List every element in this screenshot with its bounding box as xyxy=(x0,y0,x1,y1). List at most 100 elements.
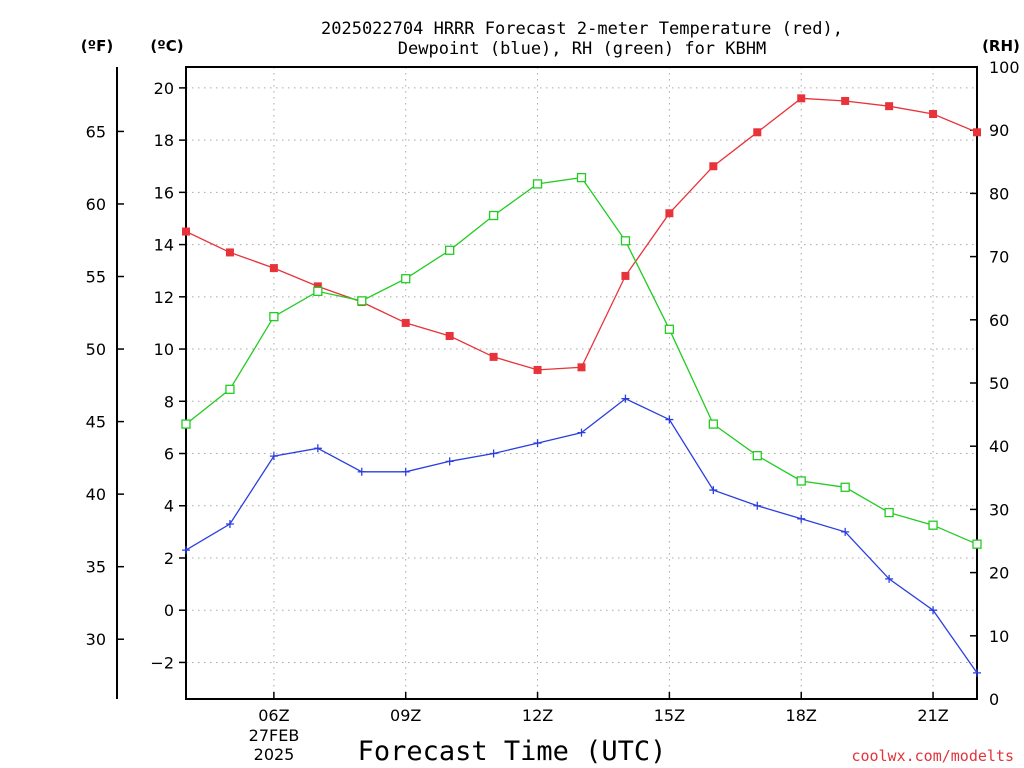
rh_pct-line xyxy=(185,176,978,545)
dewpoint_c-point xyxy=(753,501,762,510)
time-tick-label: 12Z xyxy=(522,706,553,725)
rh_pct-point xyxy=(357,296,367,306)
temperature_c-point xyxy=(445,331,454,340)
series-layer xyxy=(181,94,982,677)
dewpoint_c-point xyxy=(621,394,630,403)
rh_pct-point xyxy=(708,419,718,429)
fahrenheit-tick-label: 40 xyxy=(86,485,106,504)
rh_pct-point xyxy=(884,507,894,518)
temperature_c-point xyxy=(269,264,278,273)
dewpoint_c-point xyxy=(401,467,410,476)
rh_pct-point xyxy=(269,311,279,322)
rh_pct-point xyxy=(752,451,762,461)
celsius-tick-label: 10 xyxy=(154,340,174,359)
temperature_c-point xyxy=(621,271,630,280)
temperature_c-point xyxy=(709,162,718,171)
temperature_c-point xyxy=(182,227,190,236)
celsius-ticks: −2 0 2 4 6 8 10 12 14 16 18 20 xyxy=(150,79,186,672)
time-tick-label: 15Z xyxy=(654,706,685,725)
fahrenheit-tick-label: 55 xyxy=(86,268,106,287)
temperature_c-point xyxy=(489,352,498,361)
rh_pct-point xyxy=(796,476,806,486)
rh_pct-point xyxy=(972,539,982,549)
rh_pct-point xyxy=(401,274,411,284)
rh_pct-point xyxy=(532,179,543,189)
rh_pct-point xyxy=(181,419,191,429)
fahrenheit-tick-label: 60 xyxy=(86,195,106,214)
temperature_c-line xyxy=(185,97,978,371)
temperature_c-point xyxy=(577,363,586,372)
dewpoint_c-point xyxy=(929,606,938,615)
fahrenheit-tick-label: 50 xyxy=(86,340,106,359)
rh_pct-point xyxy=(840,482,850,492)
rh_pct-point xyxy=(225,384,235,394)
dewpoint_c-point xyxy=(665,415,674,424)
fahrenheit-ticks: 30 35 40 45 50 55 60 65 xyxy=(86,122,124,649)
temperature_c-point xyxy=(885,102,894,111)
rh_pct-point xyxy=(620,236,631,246)
date-label-year: 2025 xyxy=(254,745,295,764)
dewpoint_c-point xyxy=(577,428,586,437)
dewpoint_c-point xyxy=(709,486,718,495)
dewpoint_c-point xyxy=(269,452,278,461)
fahrenheit-tick-label: 35 xyxy=(86,558,106,577)
temperature_c-point xyxy=(533,365,542,374)
temperature_c-point xyxy=(797,94,806,103)
dewpoint_c-point xyxy=(797,514,806,523)
celsius-tick-label: 6 xyxy=(164,445,174,464)
rh-tick-label: 50 xyxy=(989,374,1009,393)
date-label-day: 27FEB xyxy=(249,726,300,745)
rh_pct-point xyxy=(664,324,675,334)
credit-link[interactable]: coolwx.com/modelts xyxy=(851,747,1014,765)
rh-axis-label: (RH) xyxy=(982,37,1020,55)
celsius-tick-label: 8 xyxy=(164,392,174,411)
celsius-axis-label: (ºC) xyxy=(150,37,183,55)
rh-tick-label: 70 xyxy=(989,248,1009,267)
plot-frame xyxy=(185,66,978,700)
rh_pct-point xyxy=(445,245,455,255)
rh-tick-label: 10 xyxy=(989,627,1009,646)
temperature_c-point xyxy=(225,248,234,257)
temperature_c-point xyxy=(973,128,981,137)
celsius-tick-label: 18 xyxy=(154,131,174,150)
rh_pct-point xyxy=(488,210,499,221)
rh_pct-point xyxy=(928,520,938,530)
chart-title-line-2: Dewpoint (blue), RH (green) for KBHM xyxy=(398,39,766,59)
dewpoint_c-series xyxy=(182,394,981,677)
dewpoint_c-point xyxy=(225,520,234,529)
celsius-tick-label: 14 xyxy=(154,236,174,255)
celsius-tick-label: 4 xyxy=(164,497,174,516)
fahrenheit-axis-label: (ºF) xyxy=(81,37,113,55)
celsius-tick-label: 12 xyxy=(154,288,174,307)
rh-tick-label: 30 xyxy=(989,500,1009,519)
temperature_c-point xyxy=(665,209,674,218)
rh_pct-series xyxy=(181,172,982,549)
fahrenheit-tick-label: 45 xyxy=(86,413,106,432)
rh-tick-label: 90 xyxy=(989,121,1009,140)
temperature_c-point xyxy=(313,282,322,291)
dewpoint_c-point xyxy=(841,527,850,536)
temperature_c-series xyxy=(182,94,981,374)
celsius-tick-label: 16 xyxy=(154,183,174,202)
dewpoint_c-point xyxy=(182,546,190,555)
dewpoint_c-point xyxy=(973,668,981,677)
time-tick-label: 09Z xyxy=(390,706,421,725)
dewpoint_c-line xyxy=(185,397,978,674)
rh-tick-label: 100 xyxy=(989,58,1020,77)
temperature_c-point xyxy=(841,96,850,105)
fahrenheit-tick-label: 30 xyxy=(86,630,106,649)
celsius-tick-label: 2 xyxy=(164,549,174,568)
time-tick-label: 21Z xyxy=(917,706,948,725)
dewpoint_c-point xyxy=(357,467,366,476)
x-axis-title: Forecast Time (UTC) xyxy=(358,736,667,767)
rh_pct-point xyxy=(576,172,587,183)
rh-tick-label: 60 xyxy=(989,311,1009,330)
time-ticks: 06Z 09Z 12Z 15Z 18Z 21Z xyxy=(258,692,949,725)
temperature_c-point xyxy=(929,110,938,119)
temperature_c-point xyxy=(401,318,410,327)
rh-tick-label: 20 xyxy=(989,564,1009,583)
dewpoint_c-point xyxy=(445,457,454,466)
time-tick-label: 18Z xyxy=(786,706,817,725)
temperature_c-point xyxy=(753,128,762,137)
